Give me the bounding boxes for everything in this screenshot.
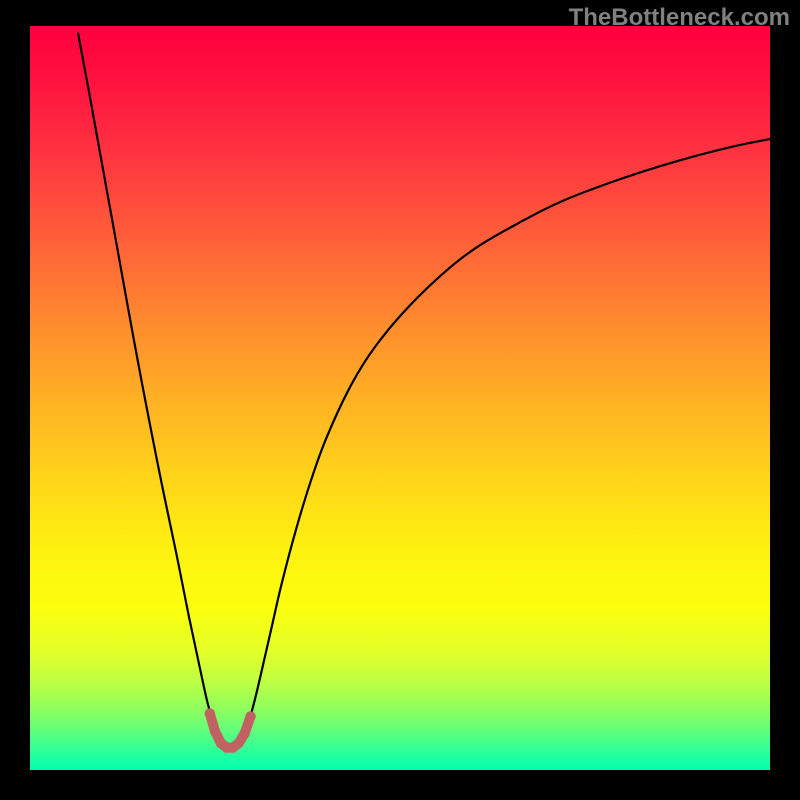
bottom-highlight <box>205 708 256 753</box>
bottom-highlight-dot <box>205 708 215 718</box>
attribution-text: TheBottleneck.com <box>569 4 790 32</box>
bottom-highlight-dot <box>233 738 243 748</box>
bottleneck-curve <box>78 33 770 751</box>
plot-area <box>30 26 770 770</box>
bottom-highlight-dot <box>245 711 255 721</box>
bottom-highlight-dot <box>239 728 249 738</box>
bottom-highlight-dot <box>210 726 220 736</box>
curve-layer <box>30 26 770 770</box>
